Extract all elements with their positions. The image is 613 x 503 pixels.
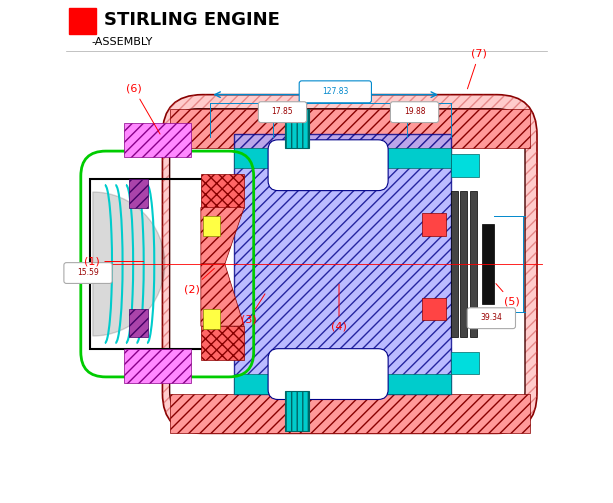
Bar bbox=[285, 109, 309, 148]
Text: (6): (6) bbox=[126, 84, 160, 134]
Text: -ASSEMBLY: -ASSEMBLY bbox=[91, 37, 153, 47]
Bar bbox=[129, 180, 148, 208]
Text: (3): (3) bbox=[241, 294, 265, 324]
Bar bbox=[129, 309, 148, 338]
FancyBboxPatch shape bbox=[268, 140, 388, 191]
Bar bbox=[170, 394, 530, 434]
Bar bbox=[470, 191, 477, 338]
Text: 15.59: 15.59 bbox=[77, 268, 99, 277]
Text: 127.83: 127.83 bbox=[322, 88, 349, 96]
Text: 19.88: 19.88 bbox=[404, 107, 425, 116]
FancyBboxPatch shape bbox=[162, 95, 537, 434]
Bar bbox=[451, 191, 458, 338]
Bar bbox=[201, 174, 244, 208]
Polygon shape bbox=[201, 208, 244, 264]
Bar bbox=[460, 191, 467, 338]
FancyBboxPatch shape bbox=[64, 263, 112, 284]
FancyBboxPatch shape bbox=[258, 102, 306, 123]
Text: (5): (5) bbox=[496, 284, 519, 306]
Bar bbox=[285, 391, 309, 431]
Bar bbox=[422, 213, 446, 236]
Bar bbox=[124, 349, 191, 383]
FancyBboxPatch shape bbox=[467, 308, 516, 328]
Text: (1): (1) bbox=[83, 257, 143, 267]
Bar bbox=[422, 298, 446, 320]
Bar bbox=[69, 8, 96, 34]
Text: STIRLING ENGINE: STIRLING ENGINE bbox=[104, 12, 280, 29]
Text: 17.85: 17.85 bbox=[272, 107, 293, 116]
Bar bbox=[204, 216, 220, 236]
Bar bbox=[234, 148, 451, 168]
Bar bbox=[234, 134, 451, 394]
Bar bbox=[451, 352, 479, 374]
Bar bbox=[482, 224, 494, 303]
Bar bbox=[234, 374, 451, 394]
Bar bbox=[124, 123, 191, 157]
Bar bbox=[204, 309, 220, 329]
Text: 39.34: 39.34 bbox=[481, 313, 502, 322]
Bar bbox=[451, 154, 479, 177]
Bar bbox=[90, 180, 210, 349]
FancyBboxPatch shape bbox=[170, 109, 525, 420]
Text: (4): (4) bbox=[331, 284, 347, 331]
FancyBboxPatch shape bbox=[268, 349, 388, 399]
Bar bbox=[201, 326, 244, 360]
Polygon shape bbox=[201, 264, 244, 326]
Text: (7): (7) bbox=[468, 49, 487, 89]
Wedge shape bbox=[93, 192, 165, 336]
Text: (2): (2) bbox=[183, 269, 215, 294]
FancyBboxPatch shape bbox=[299, 81, 371, 103]
Bar bbox=[170, 109, 530, 148]
FancyBboxPatch shape bbox=[390, 102, 439, 123]
